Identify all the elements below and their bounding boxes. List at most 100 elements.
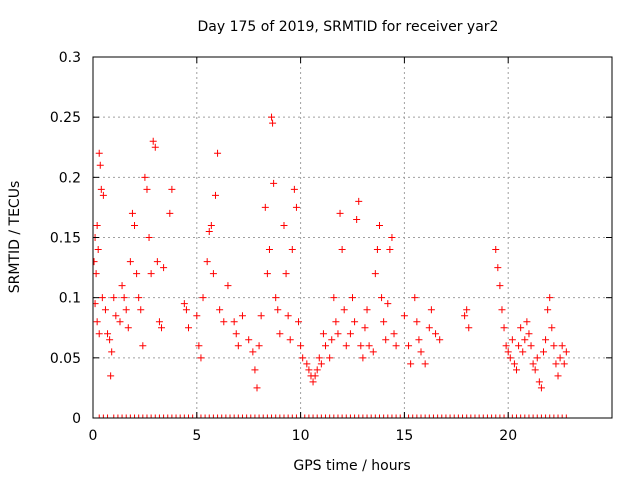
data-point: [280, 221, 288, 229]
data-point: [560, 360, 568, 368]
data-point: [93, 318, 101, 326]
data-point: [373, 246, 381, 254]
data-point: [166, 209, 174, 217]
data-point: [97, 185, 105, 193]
data-point: [500, 324, 508, 332]
data-point: [425, 414, 433, 419]
data-point: [317, 360, 325, 368]
data-point: [494, 264, 502, 272]
data-point: [110, 294, 118, 302]
data-point: [322, 414, 330, 419]
data-point: [104, 330, 112, 338]
data-point: [160, 414, 168, 419]
data-point: [131, 221, 139, 229]
data-point: [504, 348, 512, 356]
data-point: [409, 414, 417, 419]
data-point: [359, 414, 367, 419]
data-point: [99, 414, 107, 419]
data-point: [305, 366, 313, 374]
data-point: [301, 414, 309, 419]
data-point: [201, 414, 209, 419]
data-point: [303, 360, 311, 368]
data-point: [193, 312, 201, 320]
data-point: [338, 414, 346, 419]
data-point: [112, 312, 120, 320]
data-point: [438, 414, 446, 419]
data-point: [122, 306, 130, 314]
data-point: [128, 209, 136, 217]
data-point: [388, 414, 396, 419]
grid-lines: [93, 57, 612, 418]
data-point: [322, 342, 330, 350]
data-point: [388, 234, 396, 241]
data-point: [151, 143, 159, 151]
data-point: [330, 294, 338, 302]
data-point: [106, 336, 114, 344]
data-point: [292, 203, 300, 211]
data-point: [297, 342, 305, 350]
data-point: [143, 414, 151, 419]
data-point: [272, 294, 280, 302]
data-point: [432, 330, 440, 338]
data-point: [259, 414, 267, 419]
data-point: [355, 197, 363, 205]
data-point: [214, 414, 222, 419]
data-point: [122, 414, 130, 419]
data-point: [380, 414, 388, 419]
data-point: [382, 336, 390, 344]
data-point: [226, 414, 234, 419]
data-point: [143, 185, 151, 193]
data-point: [371, 414, 379, 419]
data-point: [334, 414, 342, 419]
data-point: [550, 414, 558, 419]
data-point: [124, 324, 132, 332]
data-point: [182, 306, 190, 314]
data-point: [95, 414, 103, 419]
data-point: [353, 215, 361, 223]
data-point: [562, 348, 570, 356]
data-point: [392, 342, 400, 350]
data-point: [365, 342, 373, 350]
data-point: [342, 414, 350, 419]
data-point: [355, 414, 363, 419]
data-point: [313, 414, 321, 419]
chart-title: Day 175 of 2019, SRMTID for receiver yar…: [198, 19, 499, 35]
data-point: [149, 137, 157, 145]
data-point: [384, 300, 392, 308]
data-point: [247, 414, 255, 419]
y-tick-label: 0.25: [50, 110, 81, 126]
data-point: [137, 306, 145, 314]
data-point: [517, 414, 525, 419]
data-point: [238, 414, 246, 419]
data-point: [315, 354, 323, 362]
data-point: [319, 330, 327, 338]
data-point: [251, 414, 259, 419]
data-point: [93, 258, 98, 266]
data-point: [101, 306, 109, 314]
data-point: [525, 330, 533, 338]
data-point: [417, 414, 425, 419]
data-point: [558, 414, 566, 419]
data-point: [556, 354, 564, 362]
data-point: [527, 342, 535, 350]
data-point: [234, 414, 242, 419]
data-point: [328, 336, 336, 344]
data-point: [292, 414, 300, 419]
data-point: [380, 318, 388, 326]
data-point: [197, 414, 205, 419]
data-point: [255, 342, 263, 350]
data-point: [359, 354, 367, 362]
data-point: [286, 336, 294, 344]
data-point: [436, 336, 444, 344]
data-point: [326, 354, 334, 362]
data-point: [539, 348, 547, 356]
data-point: [151, 414, 159, 419]
data-point: [164, 414, 172, 419]
data-point: [425, 324, 433, 332]
data-point: [492, 414, 500, 419]
data-point: [135, 414, 143, 419]
data-point: [363, 414, 371, 419]
data-points: [92, 113, 570, 419]
data-point: [525, 414, 533, 419]
